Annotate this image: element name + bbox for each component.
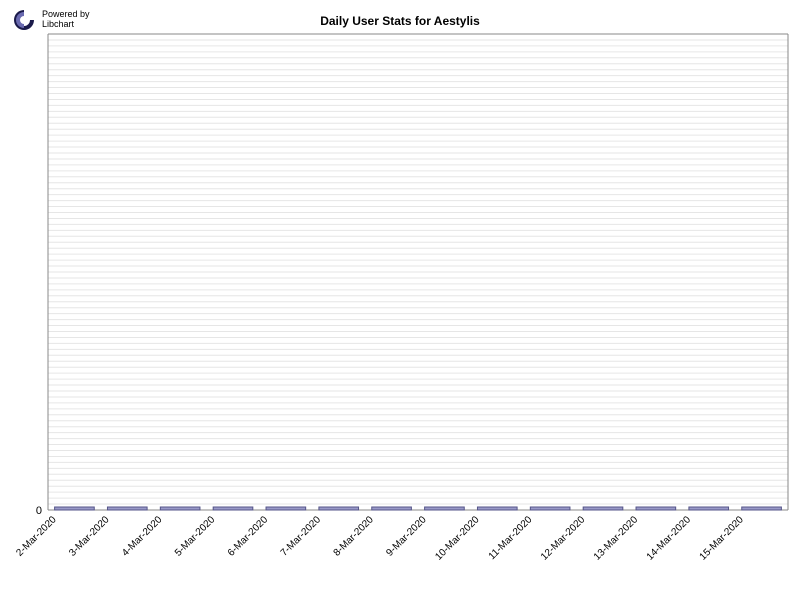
bar: [636, 507, 676, 510]
bar: [107, 507, 147, 510]
bar: [530, 507, 570, 510]
bar: [319, 507, 359, 510]
x-tick-label: 13-Mar-2020: [592, 514, 641, 563]
bar: [213, 507, 253, 510]
bar: [583, 507, 623, 510]
bar: [425, 507, 465, 510]
x-tick-label: 15-Mar-2020: [698, 514, 747, 563]
x-tick-label: 5-Mar-2020: [173, 514, 218, 559]
y-tick-label: 0: [36, 505, 42, 517]
bar: [160, 507, 200, 510]
bar: [266, 507, 306, 510]
x-tick-label: 6-Mar-2020: [226, 514, 271, 559]
bar: [477, 507, 517, 510]
bar: [55, 507, 95, 510]
plot-area: 02-Mar-20203-Mar-20204-Mar-20205-Mar-202…: [0, 0, 800, 600]
x-tick-label: 10-Mar-2020: [433, 514, 482, 563]
x-tick-label: 8-Mar-2020: [332, 514, 377, 559]
bar: [742, 507, 782, 510]
bar: [689, 507, 729, 510]
x-tick-label: 9-Mar-2020: [384, 514, 429, 559]
x-tick-label: 12-Mar-2020: [539, 514, 588, 563]
x-tick-label: 7-Mar-2020: [279, 514, 324, 559]
x-tick-label: 4-Mar-2020: [120, 514, 165, 559]
bar: [372, 507, 412, 510]
x-tick-label: 2-Mar-2020: [14, 514, 59, 559]
x-tick-label: 14-Mar-2020: [645, 514, 694, 563]
x-tick-label: 3-Mar-2020: [67, 514, 112, 559]
x-tick-label: 11-Mar-2020: [487, 514, 535, 562]
chart-container: Powered by Libchart Daily User Stats for…: [0, 0, 800, 600]
